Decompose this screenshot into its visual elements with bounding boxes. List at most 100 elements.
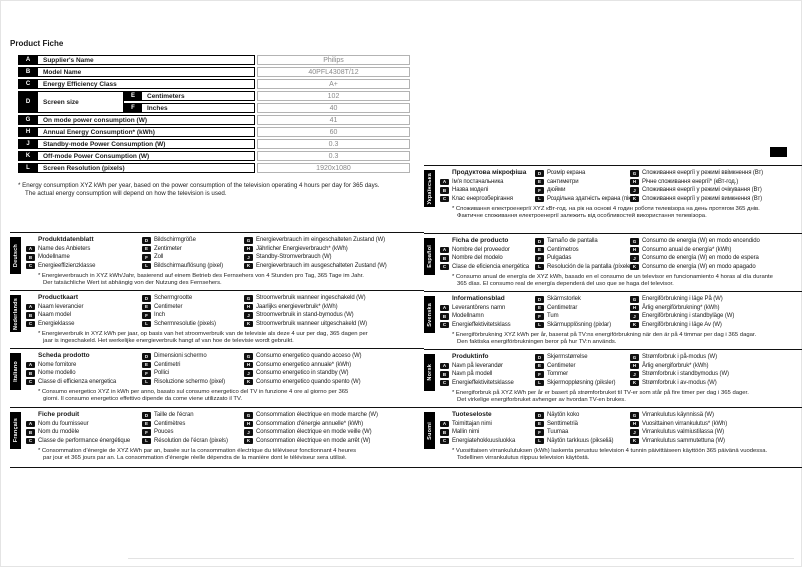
item-key-badge: F (535, 255, 544, 262)
row-value: 40 (257, 103, 410, 113)
item-L: L Schermresolutie (pixels) (142, 320, 244, 329)
block-title: Produktinfo (452, 353, 489, 360)
language-tab: Українська (424, 170, 435, 207)
language-tab: Suomi (424, 412, 435, 449)
item-label: Centimeter (154, 303, 183, 310)
item-key-badge: B (440, 313, 449, 320)
item-key-badge: H (244, 361, 253, 368)
item-G: G Energieverbrauch im eingeschalteten Zus… (244, 236, 424, 245)
item-key-badge: K (630, 379, 639, 386)
item-D: D Розмір екрана (535, 169, 630, 178)
block-footnote-line-2: par jour et 365 jours par an. La consomm… (43, 455, 347, 461)
language-block: Norsk Produktinfo D Skjermstørrelse G Strømfo… (424, 349, 802, 407)
item-label: Назва моделі (452, 187, 489, 194)
item-D: D Näytön koko (535, 411, 630, 420)
row-key-badge: C (18, 79, 38, 89)
block-footnote-line-2: Der tatsächliche Wert ist abhängig von d… (43, 280, 222, 286)
item-J: J Virrankulutus valmiustilassa (W) (630, 428, 802, 437)
item-label: Årlig energiforbruk* (kWh) (642, 362, 709, 369)
item-label: Mallin nimi (452, 429, 480, 436)
block-footnote-line-1: * Vuosittaisen virrankulutuksen (kWh) la… (452, 447, 768, 454)
item-key-badge: J (244, 312, 253, 319)
item-label: Споживання енергії у режимі вимкнення (В… (642, 195, 762, 202)
item-label: Strømforbruk i av-modus (W) (642, 379, 717, 386)
item-key-badge: A (26, 361, 35, 368)
item-F: F Pulgadas (535, 254, 630, 263)
item-label: Споживання енергії у режимі ввімкнення (… (642, 170, 764, 177)
item-J: J Standby-Stromverbrauch (W) (244, 253, 424, 262)
item-label: сантиметри (547, 178, 579, 185)
item-H: H Consumo energetico annuale* (kWh) (244, 361, 424, 370)
item-label: Risoluzione schermo (pixel) (154, 378, 225, 385)
language-tab: Français (10, 412, 21, 449)
block-title: Tuoteseloste (452, 411, 492, 418)
table-row: A Supplier's Name Philips (18, 55, 410, 65)
item-label: Consommation électrique en mode marche (… (256, 412, 378, 419)
item-key-badge: H (630, 420, 639, 427)
item-F: F Inch (142, 311, 244, 320)
item-label: Strømforbruk i standbymodus (W) (642, 371, 729, 378)
item-label: Energieffektivitetsklasse (452, 379, 514, 386)
block-footnote: * Vuosittaisen virrankulutuksen (kWh) la… (440, 448, 802, 463)
item-H: H Jaarlijks energieverbruik* (kWh) (244, 303, 424, 312)
item-key-badge: F (142, 429, 151, 436)
item-key-badge: J (244, 254, 253, 261)
item-H: H Consommation d'énergie annuelle* (kWh) (244, 420, 424, 429)
item-label: Vuosittainen virrankulutus* (kWh) (642, 420, 728, 427)
item-L: L Bildschirmauflösung (pixel) (142, 262, 244, 271)
language-block: Nederlands Productkaart D Schermgrootte G Str… (10, 290, 424, 348)
item-key-badge: G (630, 170, 639, 177)
language-tab-label: Nederlands (12, 297, 19, 330)
item-label: Centímetros (547, 246, 579, 253)
item-key-badge: K (630, 263, 639, 270)
block-footnote: * Energieverbrauch in XYZ kWh/Jahr, basi… (26, 273, 424, 288)
row-label: Supplier's Name (38, 55, 255, 65)
item-L: L Résolution de l'écran (pixels) (142, 437, 244, 446)
item-key-badge: D (535, 296, 544, 303)
item-C: C Energieffektivitetsklasse (440, 379, 535, 388)
item-J: J Consumo de energía (W) en modo de esper… (630, 254, 802, 263)
language-tab: Deutsch (10, 237, 21, 274)
item-label: Skjermstørrelse (547, 354, 588, 361)
item-key-badge: L (535, 379, 544, 386)
item-label: Schermresolutie (pixels) (154, 320, 216, 327)
item-G: G Stroomverbruik wanneer ingeschakeld (W) (244, 294, 424, 303)
block-footnote-line-2: Den faktiska energiförbrukningen beror p… (457, 339, 617, 345)
language-block: Deutsch Produktdatenblatt D Bildschirmgröße… (10, 232, 424, 290)
item-key-badge: K (630, 321, 639, 328)
block-footnote-line-1: * Energieverbrauch in XYZ kWh/Jahr, basi… (38, 272, 364, 279)
item-K: K Consumo energetico quando spento (W) (244, 378, 424, 387)
item-key-badge: C (26, 320, 35, 327)
block-footnote-line-2: giorni. Il consumo energetico effettivo … (43, 396, 242, 402)
item-key-badge: A (440, 362, 449, 369)
language-block: Svenska Informationsblad D Skärmstorlek G Ene… (424, 291, 802, 349)
item-key-badge: G (244, 412, 253, 419)
item-label: Energieeffizienzklasse (38, 262, 96, 269)
item-E: E Zentimeter (142, 245, 244, 254)
item-D: D Taille de l'écran (142, 411, 244, 420)
item-label: Tamaño de pantalla (547, 238, 598, 245)
item-key-badge: H (244, 303, 253, 310)
item-key-badge: B (26, 312, 35, 319)
block-footnote: * Energiforbruk på XYZ kWh per år er bas… (440, 390, 802, 405)
item-label: Pollici (154, 370, 169, 377)
item-key-badge: F (535, 429, 544, 436)
item-label: Pulgadas (547, 255, 572, 262)
item-G: G Strømforbruk i på-modus (W) (630, 353, 802, 362)
item-E: E Centímetros (535, 246, 630, 255)
item-H: H Consumo anual de energía* (kWh) (630, 246, 802, 255)
item-key-badge: H (244, 420, 253, 427)
row-key-badge: K (18, 151, 38, 161)
item-label: Inch (154, 312, 165, 319)
item-J: J Stroomverbruik in stand-bymodus (W) (244, 311, 424, 320)
item-label: Skjermoppløsning (piksler) (547, 379, 616, 386)
row-value: A+ (257, 79, 410, 89)
item-key-badge: D (142, 237, 151, 244)
item-key-badge: D (142, 412, 151, 419)
row-key-badge: B (18, 67, 38, 77)
item-G: G Virrankulutus käynnissä (W) (630, 411, 802, 420)
item-label: Zoll (154, 254, 164, 261)
item-J: J Consommation électrique en mode veille … (244, 428, 424, 437)
item-key-badge: L (142, 320, 151, 327)
